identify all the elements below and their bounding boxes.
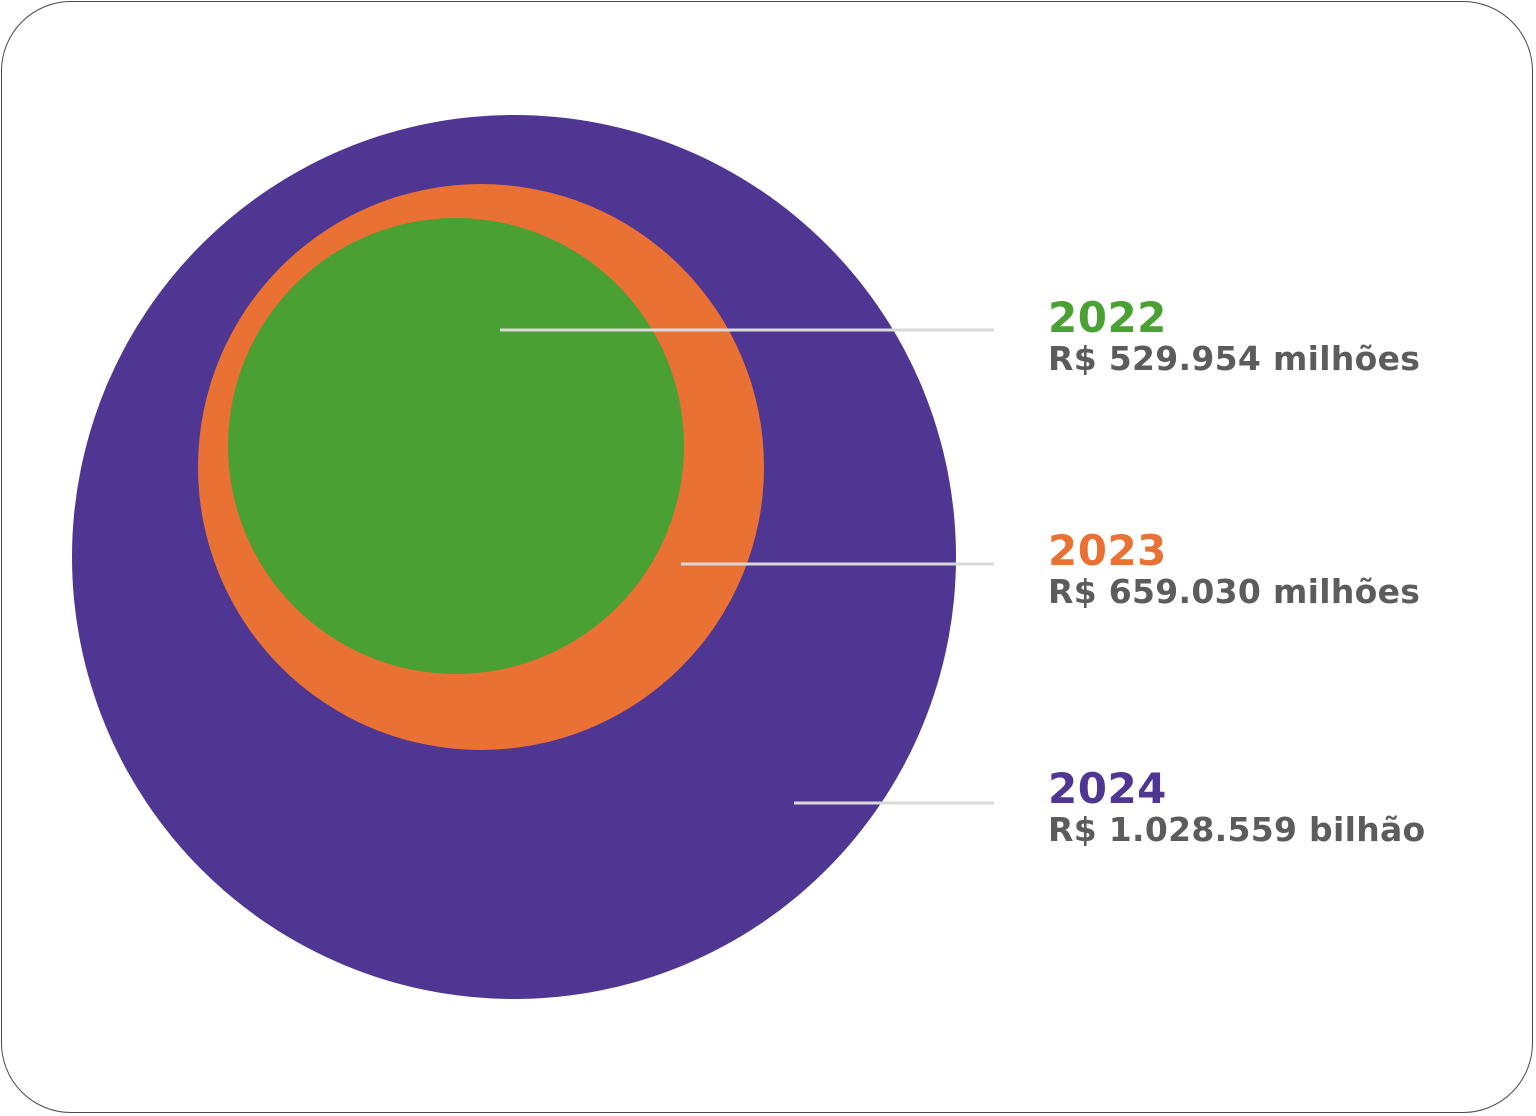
- value-2024: R$ 1.028.559 bilhão: [1048, 810, 1426, 849]
- label-2023: 2023 R$ 659.030 milhões: [1048, 529, 1420, 611]
- year-2023: 2023: [1048, 526, 1167, 575]
- year-2024: 2024: [1048, 764, 1167, 813]
- label-2022: 2022 R$ 529.954 milhões: [1048, 296, 1420, 378]
- value-2022: R$ 529.954 milhões: [1048, 339, 1421, 378]
- value-2023: R$ 659.030 milhões: [1048, 572, 1421, 611]
- circle-2022: [228, 218, 684, 674]
- year-2022: 2022: [1048, 293, 1167, 342]
- label-2024: 2024 R$ 1.028.559 bilhão: [1048, 767, 1426, 849]
